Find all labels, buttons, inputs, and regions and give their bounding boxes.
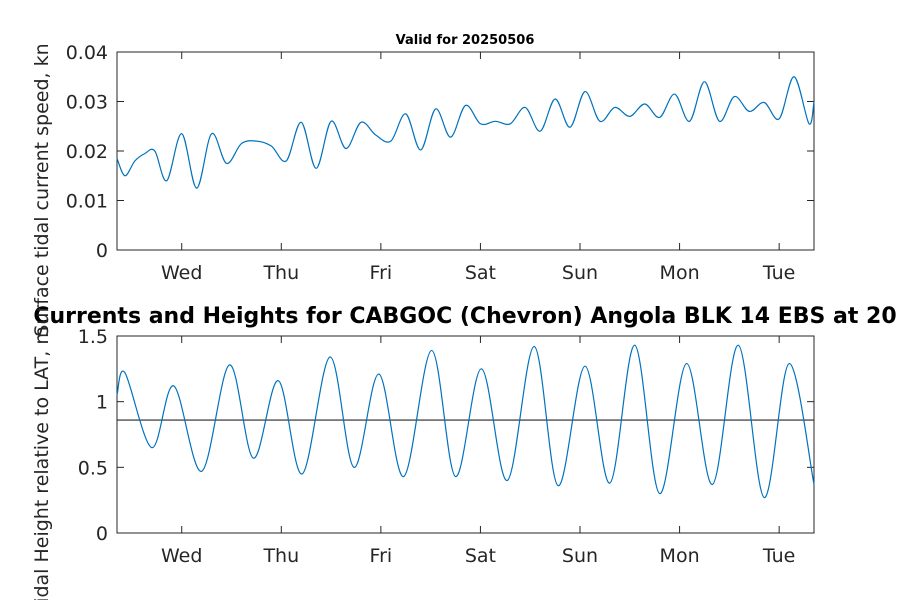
- height-x-tick-label: Sat: [465, 545, 496, 567]
- speed-y-tick-label: 0: [96, 240, 108, 262]
- speed-y-tick-label: 0.02: [66, 141, 108, 163]
- speed-x-tick-label: Tue: [762, 262, 795, 284]
- height-panel: 0 0.5 1 1.5 Wed Thu Fri Sat Sun Mon Tue: [78, 326, 815, 567]
- speed-x-tick-label: Sun: [562, 262, 598, 284]
- speed-series-line: [116, 76, 815, 189]
- height-y-tick-label: 1.5: [78, 326, 108, 348]
- speed-x-tick-label: Thu: [262, 262, 299, 284]
- height-plot-frame: [116, 335, 815, 534]
- height-y-tick-label: 0.5: [78, 457, 108, 479]
- height-x-tick-label: Tue: [762, 545, 795, 567]
- speed-x-ticks: Wed Thu Fri Sat Sun Mon Tue: [161, 52, 795, 284]
- speed-y-axis-label: Surface tidal current speed, kn: [31, 43, 53, 336]
- speed-y-tick-label: 0.01: [66, 191, 108, 213]
- speed-chart-title: Valid for 20250506: [396, 33, 535, 48]
- height-y-axis-label: Tidal Height relative to LAT, m: [31, 326, 53, 600]
- speed-y-tick-label: 0.03: [66, 92, 108, 114]
- height-x-tick-label: Mon: [660, 545, 700, 567]
- height-x-tick-label: Wed: [161, 545, 202, 567]
- speed-y-tick-label: 0.04: [66, 42, 108, 64]
- height-x-tick-label: Fri: [370, 545, 393, 567]
- height-series-line: [116, 344, 815, 499]
- height-y-ticks: 0 0.5 1 1.5: [78, 326, 814, 545]
- height-y-tick-label: 0: [96, 523, 108, 545]
- speed-x-tick-label: Wed: [161, 262, 202, 284]
- height-chart-title: Currents and Heights for CABGOC (Chevron…: [33, 304, 896, 329]
- height-x-ticks: Wed Thu Fri Sat Sun Mon Tue: [161, 336, 795, 567]
- speed-y-ticks: 0 0.01 0.02 0.03 0.04: [66, 42, 814, 262]
- speed-x-tick-label: Sat: [465, 262, 496, 284]
- height-y-tick-label: 1: [96, 392, 108, 414]
- height-x-tick-label: Sun: [562, 545, 598, 567]
- speed-plot-frame: [116, 51, 815, 251]
- speed-x-tick-label: Fri: [370, 262, 393, 284]
- speed-x-tick-label: Mon: [660, 262, 700, 284]
- height-x-tick-label: Thu: [262, 545, 299, 567]
- speed-panel: Valid for 20250506 0 0.01 0.02 0.03 0.04 Wed…: [66, 33, 815, 284]
